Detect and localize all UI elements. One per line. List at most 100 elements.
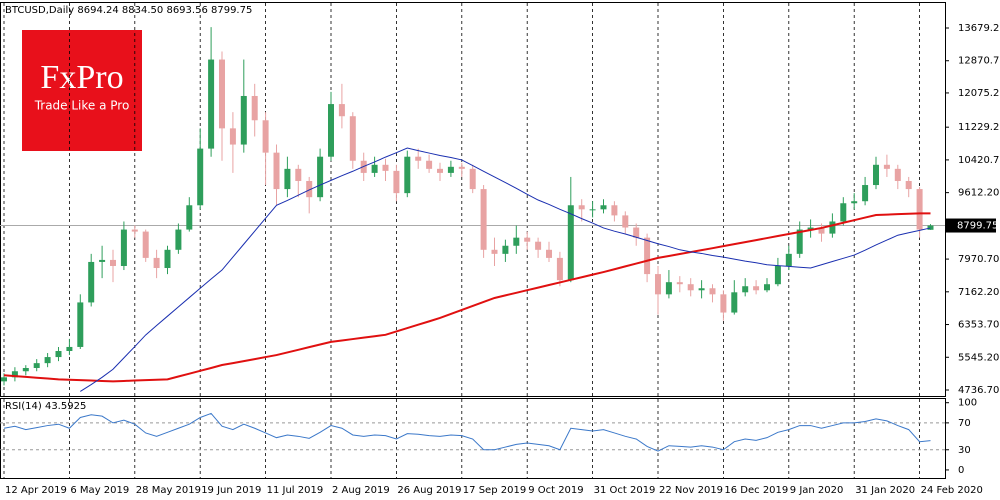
candle-body (251, 95, 258, 121)
y-tick-label: 70 (958, 418, 971, 429)
candle-body (66, 346, 73, 351)
candle-body (742, 286, 749, 293)
logo-box (22, 30, 142, 151)
candle-body (905, 180, 912, 190)
x-tick-label: 19 Jun 2019 (201, 485, 261, 496)
candle-body (208, 59, 215, 149)
candle-body (404, 156, 411, 194)
y-tick-label: 30 (958, 445, 971, 456)
candle-body (229, 128, 236, 145)
candle-body (415, 156, 422, 161)
logo-name: FxPro (40, 59, 123, 96)
candle-body (349, 116, 356, 161)
price-tag-label: 8799.75 (957, 221, 998, 232)
candle-body (99, 259, 106, 262)
candle-body (785, 253, 792, 266)
candle-body (851, 201, 858, 204)
rsi-frame (0, 398, 946, 479)
candle-body (894, 168, 901, 181)
candle-body (77, 302, 84, 347)
candle-body (131, 229, 138, 232)
candle-body (338, 104, 345, 117)
y-tick-label: 5545.20 (958, 352, 999, 363)
rsi-title: RSI(14) 43.5925 (5, 401, 86, 412)
chart-title: BTCUSD,Daily 8694.24 8834.50 8693.56 879… (5, 5, 252, 16)
candle-body (306, 180, 313, 198)
candle-body (807, 227, 814, 230)
candle-body (120, 229, 127, 266)
candle-body (676, 282, 683, 285)
candle-body (371, 164, 378, 173)
candle-body (589, 209, 596, 211)
y-tick-label: 4736.70 (958, 385, 999, 396)
candle-body (556, 257, 563, 281)
candle-body (567, 205, 574, 281)
candle-body (633, 227, 640, 238)
y-tick-label: 12870.70 (958, 56, 1000, 67)
candle-body (796, 229, 803, 254)
candle-body (88, 261, 95, 303)
candle-body (262, 120, 269, 153)
x-tick-label: 2 Aug 2019 (332, 485, 390, 496)
candle-body (709, 288, 716, 295)
y-tick-label: 7162.20 (958, 287, 999, 298)
candle-body (175, 229, 182, 250)
candle-body (469, 168, 476, 190)
candle-body (644, 237, 651, 275)
main-frame (0, 2, 946, 397)
y-tick-label: 13679.20 (958, 23, 1000, 34)
candle-body (502, 245, 509, 254)
y-tick-label: 11229.20 (958, 122, 1000, 133)
candle-body (720, 294, 727, 313)
candle-body (578, 205, 585, 210)
candle-body (1, 377, 7, 382)
candle-body (22, 368, 29, 372)
candle-body (186, 205, 193, 230)
y-tick-label: 10420.70 (958, 155, 1000, 166)
candle-body (862, 185, 869, 202)
candle-body (665, 282, 672, 295)
candle-body (219, 59, 225, 129)
candle-body (513, 237, 520, 246)
candle-body (873, 164, 879, 186)
candle-body (731, 292, 738, 313)
candle-body (829, 221, 836, 234)
candle-body (698, 288, 705, 291)
candle-body (535, 241, 542, 250)
candle-body (524, 237, 531, 242)
candle-body (622, 215, 629, 228)
candle-body (164, 249, 171, 269)
candle-body (273, 152, 280, 190)
logo-tagline: Trade Like a Pro (34, 99, 130, 113)
candle-body (44, 357, 51, 364)
candle-body (774, 265, 781, 285)
y-tick-label: 0 (958, 465, 964, 476)
indicator-line (3, 212, 931, 383)
y-tick-label: 12075.20 (958, 88, 1000, 99)
y-tick-label: 7970.70 (958, 254, 999, 265)
y-tick-label: 9612.20 (958, 188, 999, 199)
x-tick-label: 17 Sep 2019 (463, 485, 526, 496)
candle-body (55, 350, 62, 358)
candle-body (393, 170, 400, 194)
price-tag (946, 218, 996, 233)
x-tick-label: 9 Oct 2019 (528, 485, 583, 496)
y-tick-label: 100 (958, 398, 977, 409)
candle-body (426, 160, 433, 169)
x-tick-label: 24 Feb 2020 (921, 485, 983, 496)
candle-body (447, 166, 454, 173)
candle-body (295, 168, 302, 181)
x-tick-label: 9 Jan 2020 (790, 485, 844, 496)
candle-body (883, 164, 890, 169)
candle-body (317, 156, 324, 198)
x-tick-label: 12 Apr 2019 (5, 485, 67, 496)
candle-body (600, 205, 607, 210)
candle-body (546, 249, 552, 258)
candle-body (142, 231, 149, 258)
candle-body (284, 168, 291, 190)
y-tick-label: 6353.70 (958, 320, 999, 331)
candle-body (480, 189, 487, 250)
candle-body (611, 205, 618, 216)
